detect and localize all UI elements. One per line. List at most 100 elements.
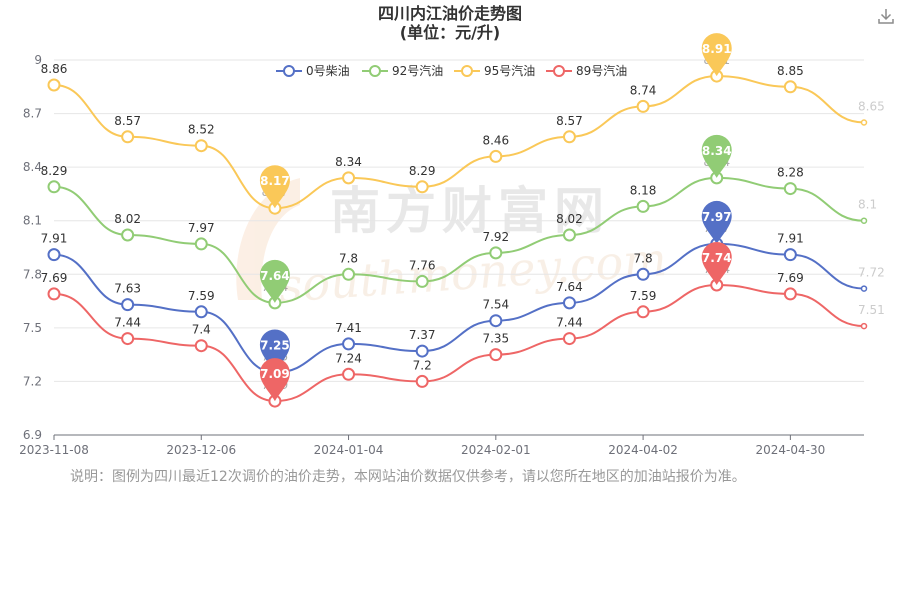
data-point[interactable] [636, 199, 650, 213]
legend-marker [283, 65, 295, 77]
data-point[interactable] [194, 305, 208, 319]
data-point[interactable] [194, 237, 208, 251]
data-point[interactable] [860, 217, 868, 224]
y-tick-label: 8.1 [23, 214, 42, 228]
data-point[interactable] [194, 339, 208, 353]
data-point[interactable] [489, 246, 503, 260]
y-tick-label: 9 [34, 53, 42, 67]
y-tick-label: 8.7 [23, 107, 42, 121]
chart-subtitle-text: (单位：元/升) [399, 23, 501, 42]
data-label: 7.69 [777, 271, 804, 285]
data-point[interactable] [860, 119, 868, 126]
markpoint-pin [259, 358, 290, 402]
data-label: 7.4 [192, 323, 211, 337]
data-point[interactable] [415, 274, 429, 288]
download-icon[interactable] [876, 6, 896, 26]
data-point[interactable] [47, 287, 61, 301]
markpoint-label: 7.74 [702, 251, 732, 265]
markpoint-pin [259, 259, 290, 303]
data-point[interactable] [47, 248, 61, 262]
data-label: 7.37 [409, 328, 436, 342]
data-label: 8.02 [556, 212, 583, 226]
series-line [53, 283, 865, 403]
data-point[interactable] [121, 228, 135, 242]
data-point[interactable] [562, 296, 576, 310]
data-point[interactable] [783, 182, 797, 196]
x-axis: 2023-11-08 2023-12-06 2024-01-04 2024-02-01… [19, 434, 864, 457]
watermark: 南方财富网 southmoney.com [236, 178, 668, 313]
legend-item[interactable]: 0号柴油 [276, 64, 350, 78]
data-label: 7.51 [858, 303, 885, 317]
legend-item[interactable]: 95号汽油 [454, 63, 535, 78]
series-line [53, 176, 865, 304]
data-point[interactable] [562, 228, 576, 242]
data-label: 8.65 [858, 100, 885, 114]
markpoint-pin [701, 200, 732, 244]
data-point[interactable] [562, 332, 576, 346]
legend-label: 92号汽油 [392, 63, 443, 78]
legend-item[interactable]: 92号汽油 [362, 63, 443, 78]
data-label: 8.28 [777, 166, 804, 180]
markpoint-pin [701, 33, 732, 77]
data-label: 8.02 [114, 212, 141, 226]
data-point[interactable] [415, 180, 429, 194]
data-point[interactable] [636, 305, 650, 319]
data-point[interactable] [47, 180, 61, 194]
x-tick-label: 2024-02-01 [461, 443, 531, 457]
data-point[interactable] [121, 130, 135, 144]
data-point[interactable] [636, 267, 650, 281]
legend-item[interactable]: 89号汽油 [546, 63, 627, 78]
footnote: 说明：图例为四川最近12次调价的油价走势，本网站油价数据仅供参考，请以您所在地区… [70, 469, 746, 485]
data-label: 7.92 [482, 230, 509, 244]
data-label: 7.44 [556, 316, 583, 330]
data-point[interactable] [342, 367, 356, 381]
data-label: 8.86 [41, 62, 68, 76]
data-point[interactable] [121, 298, 135, 312]
y-tick-label: 8.4 [23, 160, 42, 174]
data-point[interactable] [636, 99, 650, 113]
data-label: 7.64 [556, 280, 583, 294]
data-label: 7.97 [188, 221, 215, 235]
data-point[interactable] [783, 287, 797, 301]
y-tick-label: 6.9 [23, 428, 42, 442]
legend-label: 0号柴油 [306, 64, 350, 78]
data-point[interactable] [489, 314, 503, 328]
legend-marker [369, 65, 381, 77]
data-point[interactable] [194, 139, 208, 153]
data-point[interactable] [342, 267, 356, 281]
data-point[interactable] [489, 348, 503, 362]
data-label: 8.18 [630, 183, 657, 197]
data-point[interactable] [783, 248, 797, 262]
data-point[interactable] [562, 130, 576, 144]
data-point[interactable] [860, 322, 868, 330]
data-point[interactable] [415, 374, 429, 388]
series-line [53, 242, 865, 374]
data-label: 7.59 [630, 289, 657, 303]
data-label: 7.2 [413, 358, 432, 372]
markpoint-min: 7.64 [259, 259, 290, 303]
markpoint-max: 8.34 [701, 134, 732, 178]
markpoint-label: 7.09 [260, 367, 290, 381]
data-point[interactable] [489, 149, 503, 163]
markpoint-max: 7.74 [701, 242, 732, 285]
markpoint-max: 8.91 [701, 33, 732, 77]
data-label: 7.69 [41, 271, 68, 285]
data-label: 8.74 [630, 83, 657, 97]
data-point[interactable] [47, 78, 61, 92]
data-label: 8.1 [858, 198, 877, 212]
data-label: 8.57 [556, 114, 583, 128]
data-point[interactable] [415, 344, 429, 358]
data-point[interactable] [342, 171, 356, 185]
data-point[interactable] [342, 337, 356, 351]
markpoint-label: 8.17 [260, 174, 290, 188]
y-tick-label: 7.5 [23, 321, 42, 335]
data-label: 7.91 [777, 232, 804, 246]
watermark-cn-text: 南方财富网 [330, 182, 610, 240]
legend[interactable]: 0号柴油 92号汽油 95号汽油 89号汽油 [276, 63, 627, 78]
data-point[interactable] [783, 80, 797, 94]
data-point[interactable] [860, 285, 868, 292]
data-point[interactable] [121, 332, 135, 346]
data-label: 8.29 [409, 164, 436, 178]
x-tick-label: 2023-12-06 [166, 443, 236, 457]
data-label: 7.59 [188, 289, 215, 303]
